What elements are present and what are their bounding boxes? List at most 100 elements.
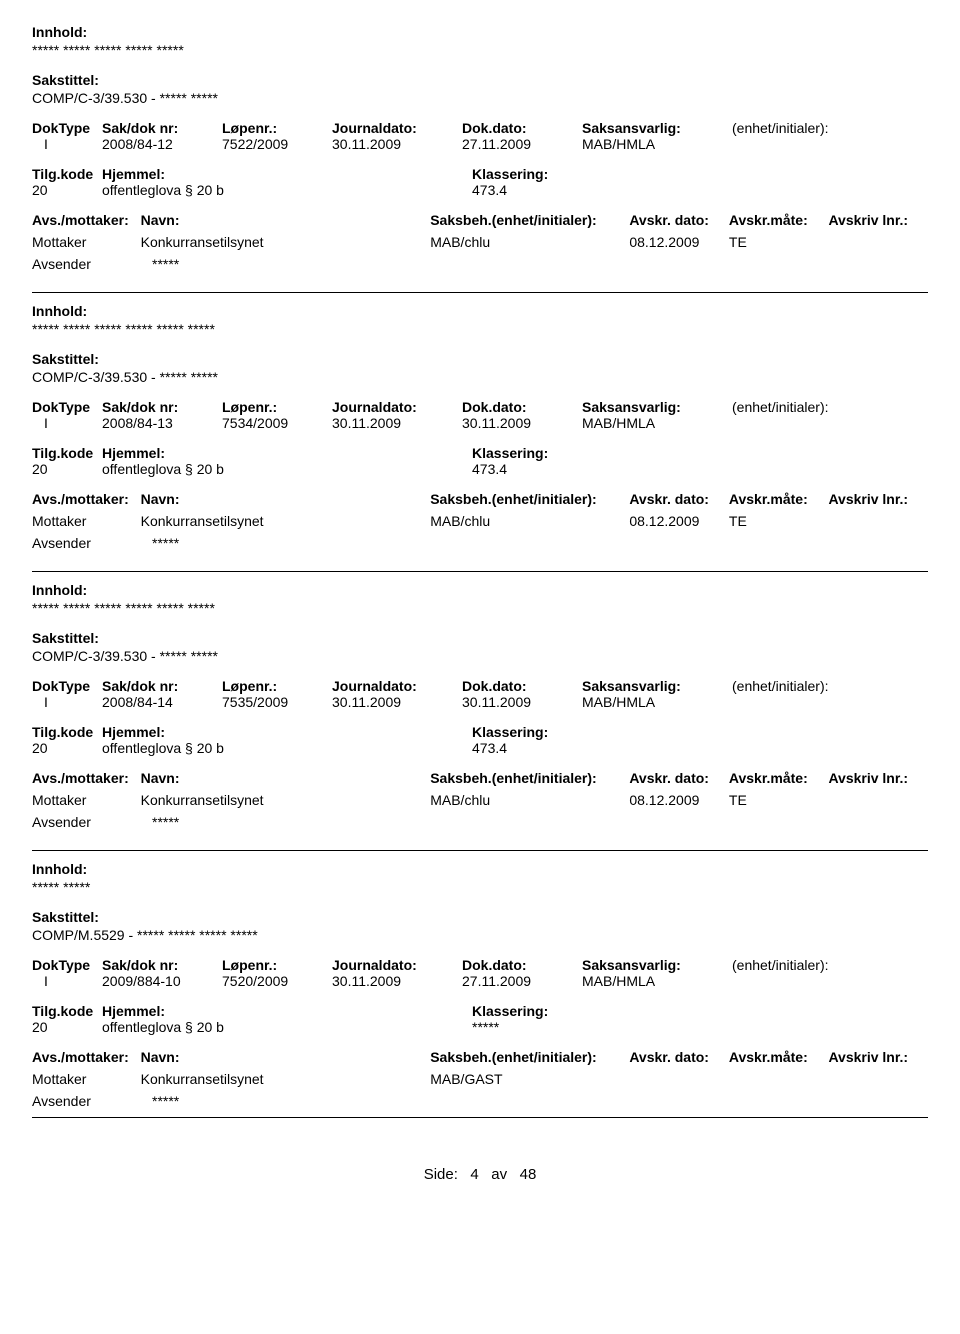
avskr-dato-value [629,1071,729,1087]
sakdok-label: Sak/dok nr: [102,120,222,136]
doktype-value: I [32,973,102,989]
tilgkode-label: Tilg.kode [32,445,102,461]
doktype-value: I [32,415,102,431]
mottaker-role: Mottaker [32,1071,141,1087]
sakdok-label: Sak/dok nr: [102,678,222,694]
tilgkode-value: 20 [32,1019,102,1035]
avskriv-lnr-label: Avskriv lnr.: [828,1049,928,1065]
journaldato-value: 30.11.2009 [332,136,462,152]
hjemmel-value: offentleglova § 20 b [102,461,472,477]
avsender-navn: ***** [152,1093,472,1109]
mottaker-role: Mottaker [32,234,141,250]
tilgkode-label: Tilg.kode [32,1003,102,1019]
sakstittel-value: COMP/C-3/39.530 - ***** ***** [32,90,928,106]
dokdato-value: 30.11.2009 [462,694,582,710]
tilgkode-label: Tilg.kode [32,166,102,182]
journal-record: Innhold: ***** ***** ***** ***** ***** *… [32,292,928,559]
mottaker-role: Mottaker [32,792,141,808]
avsender-role: Avsender [32,1093,152,1109]
sakdok-value: 2008/84-13 [102,415,222,431]
avskr-mate-label: Avskr.måte: [729,491,829,507]
avskr-mate-label: Avskr.måte: [729,1049,829,1065]
avskr-mate-value: TE [729,792,829,808]
hjemmel-label: Hjemmel: [102,166,472,182]
avsender-navn: ***** [152,814,472,830]
saksansvarlig-value: MAB/HMLA [582,694,732,710]
dokdato-value: 30.11.2009 [462,415,582,431]
avskr-dato-label: Avskr. dato: [629,1049,729,1065]
journaldato-label: Journaldato: [332,678,462,694]
dokdato-value: 27.11.2009 [462,136,582,152]
sakstittel-label: Sakstittel: [32,630,928,646]
avskr-dato-value: 08.12.2009 [629,513,729,529]
journaldato-label: Journaldato: [332,120,462,136]
navn-label: Navn: [141,770,431,786]
avskr-dato-value: 08.12.2009 [629,234,729,250]
klassering-value: ***** [472,1019,772,1035]
innhold-value: ***** ***** ***** ***** ***** [32,42,928,58]
avskr-mate-value: TE [729,234,829,250]
avs-mottaker-label: Avs./mottaker: [32,212,141,228]
dokdato-label: Dok.dato: [462,120,582,136]
mottaker-navn: Konkurransetilsynet [141,234,431,250]
tilgkode-value: 20 [32,740,102,756]
avskr-dato-label: Avskr. dato: [629,770,729,786]
journaldato-value: 30.11.2009 [332,694,462,710]
enhet-initialer-label: (enhet/initialer): [732,678,892,694]
klassering-value: 473.4 [472,740,772,756]
klassering-value: 473.4 [472,461,772,477]
sakstittel-value: COMP/C-3/39.530 - ***** ***** [32,648,928,664]
dokdato-label: Dok.dato: [462,399,582,415]
navn-label: Navn: [141,212,431,228]
navn-label: Navn: [141,491,431,507]
saksbeh-label: Saksbeh.(enhet/initialer): [430,1049,629,1065]
dokdato-label: Dok.dato: [462,957,582,973]
klassering-label: Klassering: [472,166,772,182]
journal-record: Innhold: ***** ***** Sakstittel: COMP/M.… [32,850,928,1126]
tilgkode-label: Tilg.kode [32,724,102,740]
lopenr-value: 7520/2009 [222,973,332,989]
innhold-label: Innhold: [32,861,928,877]
avsender-role: Avsender [32,535,152,551]
saksbeh-value: MAB/chlu [430,513,629,529]
klassering-label: Klassering: [472,445,772,461]
avskr-mate-value: TE [729,513,829,529]
klassering-label: Klassering: [472,1003,772,1019]
avskriv-lnr-label: Avskriv lnr.: [828,491,928,507]
saksbeh-value: MAB/chlu [430,792,629,808]
avskriv-lnr-value [828,792,928,808]
lopenr-value: 7522/2009 [222,136,332,152]
mottaker-navn: Konkurransetilsynet [141,792,431,808]
innhold-label: Innhold: [32,303,928,319]
journaldato-value: 30.11.2009 [332,415,462,431]
sakstittel-value: COMP/M.5529 - ***** ***** ***** ***** [32,927,928,943]
sakdok-label: Sak/dok nr: [102,399,222,415]
sakstittel-label: Sakstittel: [32,72,928,88]
tilgkode-value: 20 [32,461,102,477]
avskr-dato-label: Avskr. dato: [629,212,729,228]
lopenr-value: 7535/2009 [222,694,332,710]
hjemmel-value: offentleglova § 20 b [102,182,472,198]
navn-label: Navn: [141,1049,431,1065]
journal-record: Innhold: ***** ***** ***** ***** ***** *… [32,571,928,838]
sakdok-value: 2008/84-12 [102,136,222,152]
dokdato-value: 27.11.2009 [462,973,582,989]
saksansvarlig-value: MAB/HMLA [582,973,732,989]
innhold-value: ***** ***** [32,879,928,895]
saksansvarlig-value: MAB/HMLA [582,415,732,431]
saksbeh-label: Saksbeh.(enhet/initialer): [430,212,629,228]
sakstittel-label: Sakstittel: [32,909,928,925]
saksansvarlig-value: MAB/HMLA [582,136,732,152]
sakdok-value: 2009/884-10 [102,973,222,989]
saksansvarlig-label: Saksansvarlig: [582,399,732,415]
saksansvarlig-label: Saksansvarlig: [582,120,732,136]
hjemmel-label: Hjemmel: [102,1003,472,1019]
journaldato-label: Journaldato: [332,957,462,973]
klassering-label: Klassering: [472,724,772,740]
mottaker-navn: Konkurransetilsynet [141,513,431,529]
journaldato-label: Journaldato: [332,399,462,415]
avsender-role: Avsender [32,256,152,272]
journaldato-value: 30.11.2009 [332,973,462,989]
doktype-label: DokType [32,120,102,136]
saksansvarlig-label: Saksansvarlig: [582,957,732,973]
